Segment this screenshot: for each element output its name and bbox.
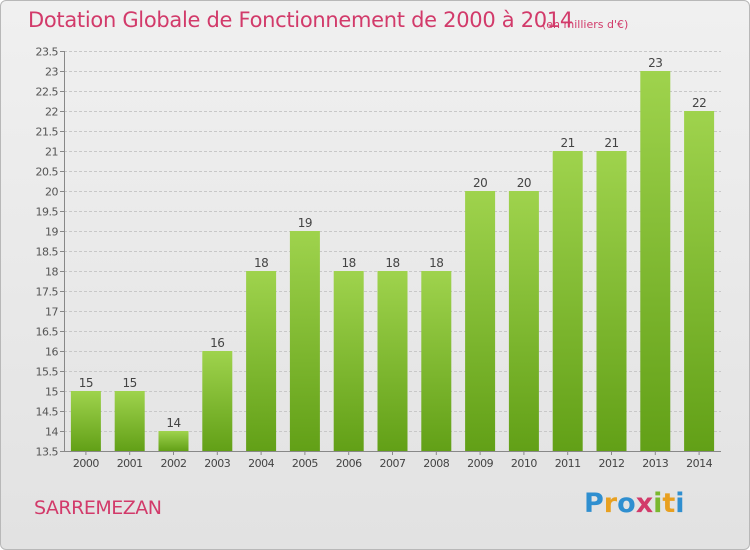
y-tick-label: 17.5 xyxy=(36,286,59,299)
logo-letter: i xyxy=(675,488,685,519)
value-label-2008: 18 xyxy=(429,256,443,270)
logo-letter: P xyxy=(584,488,604,519)
x-tick-label-2009: 2009 xyxy=(467,457,493,470)
bar-2004 xyxy=(246,271,277,451)
y-tick-label: 20.5 xyxy=(36,166,59,179)
y-tick-label: 22.5 xyxy=(36,86,59,99)
value-label-2011: 21 xyxy=(561,136,575,150)
y-tick-label: 21 xyxy=(45,146,58,159)
value-label-2002: 14 xyxy=(166,416,180,430)
bar-2003 xyxy=(202,351,233,451)
y-tick-label: 23.5 xyxy=(36,46,59,59)
value-label-2001: 15 xyxy=(123,376,137,390)
y-tick-label: 16.5 xyxy=(36,326,59,339)
x-tick-label-2012: 2012 xyxy=(599,457,625,470)
value-label-2014: 22 xyxy=(692,96,706,110)
bar-2012 xyxy=(596,151,627,451)
y-tick-label: 16 xyxy=(45,346,58,359)
value-label-2003: 16 xyxy=(210,336,224,350)
x-tick-label-2010: 2010 xyxy=(511,457,537,470)
y-tick-label: 18 xyxy=(45,266,58,279)
logo-letter: o xyxy=(617,488,636,519)
x-tick-label-2003: 2003 xyxy=(204,457,230,470)
proxiti-logo: Proxiti xyxy=(584,488,685,519)
y-tick-label: 14 xyxy=(45,426,58,439)
logo-letter: r xyxy=(603,488,618,519)
bar-2008 xyxy=(421,271,452,451)
chart-title: Dotation Globale de Fonctionnement de 20… xyxy=(28,8,573,32)
bar-2014 xyxy=(684,111,715,451)
x-tick-label-2007: 2007 xyxy=(380,457,406,470)
logo-letter: x xyxy=(635,488,654,519)
x-tick-label-2008: 2008 xyxy=(423,457,449,470)
bar-2006 xyxy=(333,271,364,451)
commune-name: SARREMEZAN xyxy=(34,497,162,519)
value-label-2009: 20 xyxy=(473,176,487,190)
logo-letter: i xyxy=(653,488,663,519)
bar-2001 xyxy=(114,391,145,451)
y-tick-label: 21.5 xyxy=(36,126,59,139)
bar-2011 xyxy=(552,151,583,451)
y-tick-label: 20 xyxy=(45,186,58,199)
y-tick-label: 15 xyxy=(45,386,58,399)
value-label-2013: 23 xyxy=(648,56,662,70)
y-tick-label: 15.5 xyxy=(36,366,59,379)
value-label-2007: 18 xyxy=(385,256,399,270)
x-tick-label-2001: 2001 xyxy=(117,457,143,470)
bar-2007 xyxy=(377,271,408,451)
x-tick-label-2014: 2014 xyxy=(686,457,712,470)
y-tick-label: 22 xyxy=(45,106,58,119)
y-tick-label: 18.5 xyxy=(36,246,59,259)
bar-2002 xyxy=(158,431,189,451)
value-label-2004: 18 xyxy=(254,256,268,270)
x-tick-label-2013: 2013 xyxy=(642,457,668,470)
bar-2010 xyxy=(508,191,539,451)
chart-unit: (en milliers d'€) xyxy=(542,18,629,31)
y-tick-label: 19.5 xyxy=(36,206,59,219)
y-tick-label: 14.5 xyxy=(36,406,59,419)
bar-2009 xyxy=(465,191,496,451)
y-tick-label: 17 xyxy=(45,306,58,319)
x-tick-label-2005: 2005 xyxy=(292,457,318,470)
value-label-2012: 21 xyxy=(604,136,618,150)
x-tick-label-2004: 2004 xyxy=(248,457,274,470)
value-label-2010: 20 xyxy=(517,176,531,190)
logo-letter: t xyxy=(662,488,676,519)
x-tick-label-2000: 2000 xyxy=(73,457,99,470)
x-tick-label-2006: 2006 xyxy=(336,457,362,470)
bar-2005 xyxy=(289,231,320,451)
bar-2000 xyxy=(70,391,101,451)
y-tick-label: 13.5 xyxy=(36,446,59,459)
y-tick-label: 23 xyxy=(45,66,58,79)
value-label-2000: 15 xyxy=(79,376,93,390)
bar-2013 xyxy=(640,71,671,451)
x-tick-label-2011: 2011 xyxy=(555,457,581,470)
x-tick-label-2002: 2002 xyxy=(161,457,187,470)
value-label-2006: 18 xyxy=(342,256,356,270)
value-label-2005: 19 xyxy=(298,216,312,230)
y-tick-label: 19 xyxy=(45,226,58,239)
